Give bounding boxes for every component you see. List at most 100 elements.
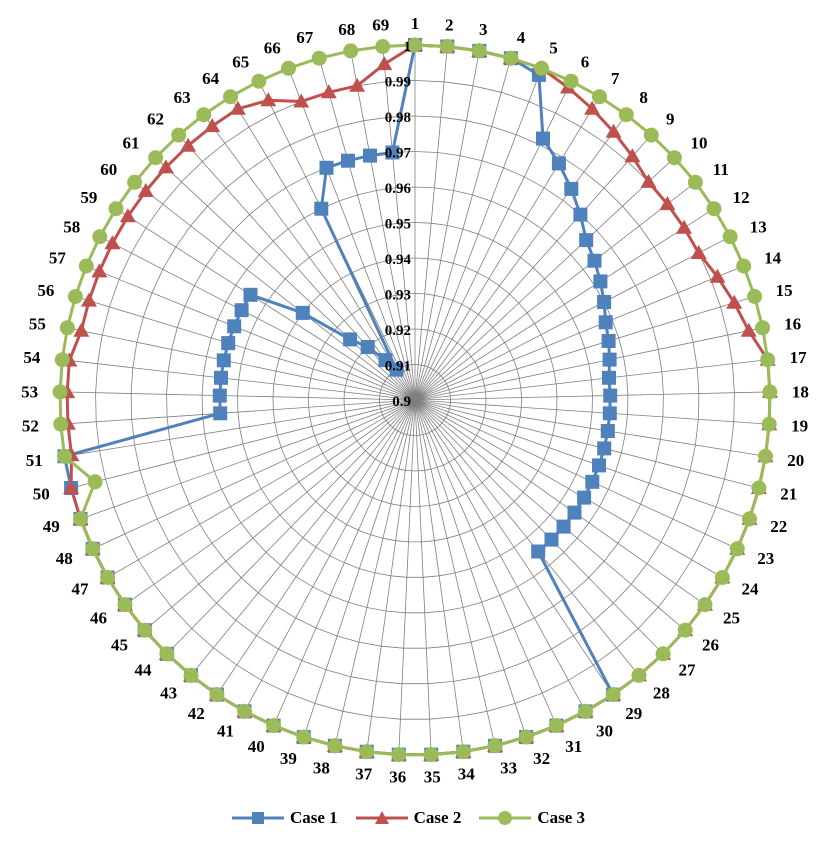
- data-point: [159, 646, 175, 662]
- grid-spoke: [414, 68, 542, 401]
- grid-spoke: [414, 391, 770, 401]
- data-point: [314, 201, 329, 216]
- data-point: [518, 729, 534, 745]
- grid-spoke: [414, 327, 763, 401]
- legend-item-case-2: Case 2: [355, 808, 461, 828]
- data-point: [714, 570, 730, 585]
- category-label: 12: [733, 188, 750, 207]
- data-point: [706, 201, 722, 217]
- data-point: [577, 490, 592, 505]
- data-point: [578, 703, 593, 719]
- category-label: 27: [679, 661, 697, 680]
- data-point: [320, 84, 337, 99]
- data-point: [223, 89, 238, 105]
- data-point: [209, 687, 225, 703]
- grid-ring: [308, 293, 522, 507]
- category-label: 60: [100, 160, 117, 179]
- category-label: 31: [565, 737, 582, 756]
- category-label: 45: [111, 636, 128, 655]
- grid-ring: [201, 186, 629, 614]
- data-point: [659, 196, 676, 211]
- grid-ring: [343, 328, 487, 472]
- data-point: [183, 667, 199, 683]
- series-line-case-3: [58, 43, 772, 757]
- grid-spoke: [334, 399, 416, 746]
- data-point: [602, 352, 617, 367]
- data-point: [556, 519, 571, 534]
- grid-spoke: [203, 114, 416, 401]
- category-label: 50: [33, 484, 50, 503]
- data-point: [564, 181, 579, 196]
- data-point: [584, 100, 601, 115]
- data-point: [624, 148, 641, 163]
- grid-ring: [237, 222, 593, 578]
- data-point: [761, 416, 777, 432]
- category-label: 5: [549, 39, 558, 58]
- grid-spoke: [62, 359, 416, 401]
- grid-spoke: [414, 134, 652, 401]
- data-point: [52, 384, 68, 400]
- category-label: 8: [639, 88, 648, 107]
- category-label: 38: [313, 758, 330, 777]
- grid-spoke: [414, 399, 664, 655]
- legend: Case 1 Case 2 Case 3: [0, 808, 817, 828]
- data-point: [531, 544, 546, 559]
- data-point: [605, 687, 621, 703]
- category-label: 56: [37, 281, 54, 300]
- data-point: [573, 207, 588, 222]
- data-point: [100, 570, 116, 585]
- data-point: [751, 480, 767, 496]
- data-point: [359, 744, 375, 760]
- data-point: [548, 718, 564, 734]
- data-point: [736, 258, 752, 274]
- category-label: 17: [790, 348, 808, 367]
- legend-item-case-3: Case 3: [479, 808, 585, 828]
- grid-spoke: [414, 399, 770, 425]
- data-point: [709, 268, 726, 283]
- category-label: 52: [22, 417, 39, 436]
- grid-spoke: [244, 399, 416, 712]
- category-label: 54: [23, 348, 41, 367]
- grid-spoke: [190, 399, 416, 676]
- data-point: [293, 93, 310, 108]
- grid-spoke: [115, 208, 416, 401]
- category-label: 47: [72, 580, 90, 599]
- data-point: [579, 233, 594, 248]
- data-point: [600, 424, 615, 438]
- data-point: [127, 174, 143, 190]
- data-point: [212, 388, 227, 403]
- data-point: [360, 340, 375, 354]
- grid-spoke: [350, 50, 416, 401]
- data-point: [455, 744, 471, 760]
- grid-spoke: [398, 399, 416, 755]
- data-point: [423, 747, 439, 763]
- category-label: 15: [776, 281, 793, 300]
- radial-tick-label: 0.95: [385, 217, 411, 233]
- radial-tick-label: 0.93: [385, 288, 411, 304]
- data-point: [758, 448, 773, 464]
- grid-spoke: [414, 399, 723, 578]
- data-point: [157, 159, 174, 174]
- grid-spoke: [155, 157, 416, 401]
- data-point: [243, 287, 258, 302]
- category-label: 3: [479, 20, 488, 39]
- grid-spoke: [414, 46, 448, 401]
- data-point: [349, 77, 366, 92]
- category-label: 55: [29, 314, 46, 333]
- grid-spoke: [178, 134, 416, 401]
- grid-spoke: [124, 399, 416, 606]
- grid-ring: [379, 364, 451, 436]
- data-point: [81, 292, 97, 307]
- grid-spoke: [414, 399, 527, 738]
- data-point: [762, 384, 778, 400]
- radial-tick-label: 0.98: [385, 110, 411, 126]
- category-label: 41: [217, 722, 234, 741]
- data-point: [487, 738, 503, 754]
- data-point: [567, 505, 582, 520]
- legend-label: Case 3: [537, 808, 586, 827]
- category-label: 62: [147, 110, 164, 129]
- grid-spoke: [134, 181, 416, 401]
- data-point: [563, 73, 579, 89]
- grid-spoke: [166, 399, 416, 655]
- data-point: [666, 150, 682, 166]
